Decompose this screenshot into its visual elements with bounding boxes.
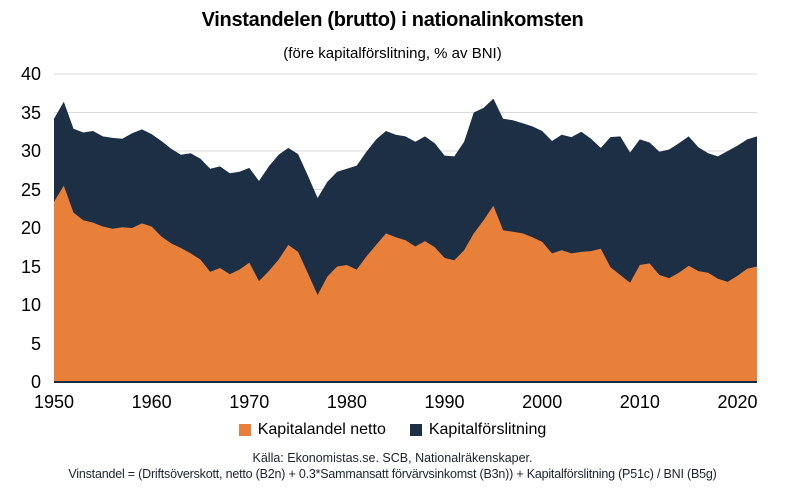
y-tick-label: 35 <box>20 102 41 123</box>
y-tick-label: 5 <box>30 333 41 354</box>
y-tick-label: 40 <box>20 64 41 84</box>
legend-label-kapitalandel: Kapitalandel netto <box>257 421 386 438</box>
x-tick-label: 1970 <box>229 392 270 412</box>
x-tick-label: 1960 <box>131 392 172 412</box>
x-tick-label: 2010 <box>619 392 660 412</box>
x-tick-label: 1980 <box>326 392 367 412</box>
y-tick-label: 0 <box>30 372 41 392</box>
y-tick-label: 20 <box>20 218 41 238</box>
legend-item-kapitalforslitning: Kapitalförslitning <box>409 421 547 439</box>
chart-title: Vinstandelen (brutto) i nationalinkomste… <box>201 9 584 31</box>
legend-swatch-kapitalforslitning-icon <box>409 424 422 436</box>
source-note: Källa: Ekonomistas.se. SCB, Nationalräke… <box>252 451 533 465</box>
x-tick-label: 2020 <box>717 392 758 412</box>
legend: Kapitalandel netto Kapitalförslitning <box>0 421 785 439</box>
y-tick-label: 25 <box>20 179 41 200</box>
legend-swatch-kapitalandel-icon <box>238 424 251 436</box>
legend-label-kapitalforslitning: Kapitalförslitning <box>428 421 547 438</box>
chart-subtitle: (före kapitalförslitning, % av BNI) <box>283 45 502 62</box>
y-tick-label: 15 <box>20 256 41 277</box>
y-tick-label: 10 <box>20 295 41 315</box>
formula-note: Vinstandel = (Driftsöverskott, netto (B2… <box>68 467 717 481</box>
x-tick-label: 1950 <box>33 392 75 412</box>
y-tick-label: 30 <box>20 141 41 161</box>
x-tick-label: 1990 <box>424 392 465 412</box>
x-tick-label: 2000 <box>522 392 563 412</box>
legend-item-kapitalandel: Kapitalandel netto <box>238 421 386 439</box>
